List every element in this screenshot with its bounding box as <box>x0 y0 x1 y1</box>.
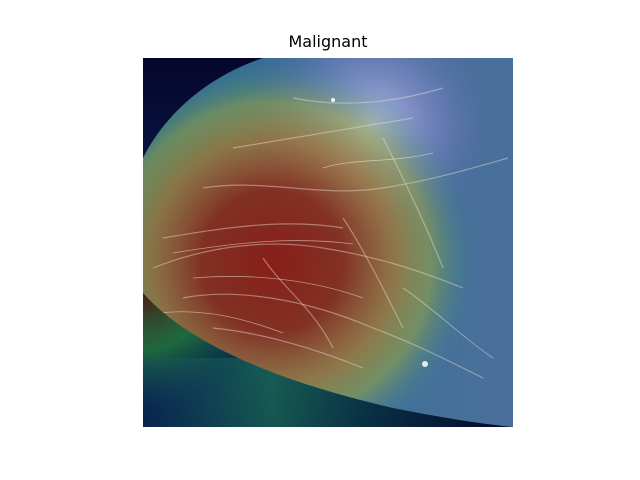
mammogram-gradcam-image <box>143 58 513 427</box>
heatmap-overlay-image <box>143 58 513 427</box>
figure-title: Malignant <box>288 32 368 51</box>
